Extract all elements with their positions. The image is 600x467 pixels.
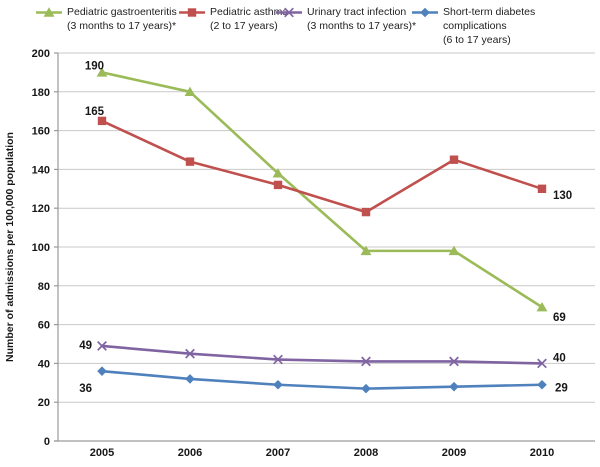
y-tick-label: 140	[32, 164, 50, 176]
y-tick-label: 200	[32, 48, 50, 60]
y-tick-label: 180	[32, 87, 50, 99]
data-label-first: 36	[79, 383, 92, 395]
legend-label: Short-term diabetes complications (6 to 17…	[443, 5, 535, 47]
x-marker	[185, 348, 195, 359]
x-marker	[273, 354, 283, 365]
x-tick-label: 2006	[178, 447, 202, 459]
diamond-marker	[97, 366, 107, 376]
legend-label-line: (3 months to 17 years)*	[67, 20, 177, 32]
legend-label: Pediatric gastroenteritis (3 months to 17…	[67, 5, 177, 33]
x-tick-label: 2008	[354, 447, 378, 459]
data-label-last: 69	[553, 312, 566, 324]
square-marker	[537, 184, 547, 193]
square-marker	[97, 116, 107, 126]
x-marker	[537, 358, 547, 369]
series-0: 190 69	[85, 60, 566, 324]
legend-item-3: Short-term diabetes complications (6 to 17…	[412, 5, 535, 47]
x-marker	[361, 356, 371, 367]
diamond-marker	[420, 7, 430, 18]
series-line	[101, 71, 543, 309]
chart-legend: Pediatric gastroenteritis (3 months to 17…	[0, 0, 600, 52]
legend-label: Pediatric asthma (2 to 17 years)	[210, 5, 288, 33]
square-marker	[449, 155, 459, 164]
y-tick-label: 60	[38, 320, 50, 332]
x-tick-label: 2009	[442, 447, 466, 459]
triangle-marker	[536, 301, 548, 312]
y-tick-label: 80	[38, 281, 50, 293]
square-marker	[185, 157, 195, 166]
diamond-marker	[449, 381, 459, 392]
legend-item-0: Pediatric gastroenteritis (3 months to 17…	[36, 5, 177, 33]
square-legend-marker-icon	[179, 6, 205, 24]
y-axis-title: Number of admissions per 100,000 populat…	[4, 132, 16, 362]
legend-label-line: Urinary tract infection	[307, 6, 407, 18]
triangle-marker	[184, 86, 196, 96]
series-line	[101, 344, 543, 365]
triangle-legend-marker-icon	[36, 6, 62, 24]
y-tick-label: 20	[38, 397, 50, 409]
legend-label-line: Pediatric asthma	[210, 6, 289, 18]
x-legend-marker-icon	[276, 6, 302, 24]
square-marker	[273, 180, 283, 190]
legend-label-line: (2 to 17 years)	[210, 20, 278, 32]
series-1: 165 130	[85, 106, 572, 217]
legend-label-line: Short-term diabetes	[443, 6, 536, 18]
legend-item-2: Urinary tract infection (3 months to 17 y…	[276, 5, 416, 33]
x-tick-label: 2007	[266, 447, 290, 459]
series-line	[101, 369, 543, 390]
triangle-marker	[360, 245, 372, 256]
triangle-marker	[448, 245, 460, 256]
legend-label-line: (6 to 17 years)	[443, 34, 511, 46]
data-label-first: 190	[85, 60, 104, 72]
data-label-first: 165	[85, 106, 105, 118]
y-tick-label: 0	[44, 436, 50, 448]
diamond-marker	[185, 374, 195, 384]
series-2: 49 40	[79, 340, 566, 369]
x-marker	[284, 7, 294, 18]
data-label-last: 40	[553, 352, 566, 364]
y-tick-label: 100	[32, 242, 50, 254]
x-tick-label: 2005	[90, 447, 114, 459]
legend-item-1: Pediatric asthma (2 to 17 years)	[179, 5, 288, 33]
square-marker	[361, 207, 371, 217]
y-tick-label: 40	[38, 358, 50, 370]
y-tick-label: 120	[32, 203, 50, 215]
x-marker	[97, 341, 107, 351]
diamond-marker	[537, 379, 547, 390]
legend-label-line: Pediatric gastroenteritis	[67, 6, 177, 18]
legend-label-line: (3 months to 17 years)*	[307, 20, 417, 32]
square-marker	[187, 8, 197, 17]
x-tick-label: 2010	[530, 447, 554, 459]
x-marker	[449, 356, 459, 367]
diamond-legend-marker-icon	[412, 6, 438, 24]
y-tick-label: 160	[32, 126, 50, 138]
legend-label-line: complications	[443, 20, 507, 32]
legend-label: Urinary tract infection (3 months to 17 y…	[307, 5, 416, 33]
series-line	[101, 119, 543, 214]
series-3: 36 29	[79, 366, 568, 395]
diamond-marker	[273, 379, 283, 390]
data-label-last: 130	[553, 190, 572, 202]
data-label-first: 49	[79, 340, 92, 352]
triangle-marker	[96, 67, 108, 77]
triangle-marker	[272, 168, 284, 178]
diamond-marker	[361, 383, 371, 394]
triangle-marker	[43, 7, 55, 17]
data-label-last: 29	[555, 383, 568, 395]
